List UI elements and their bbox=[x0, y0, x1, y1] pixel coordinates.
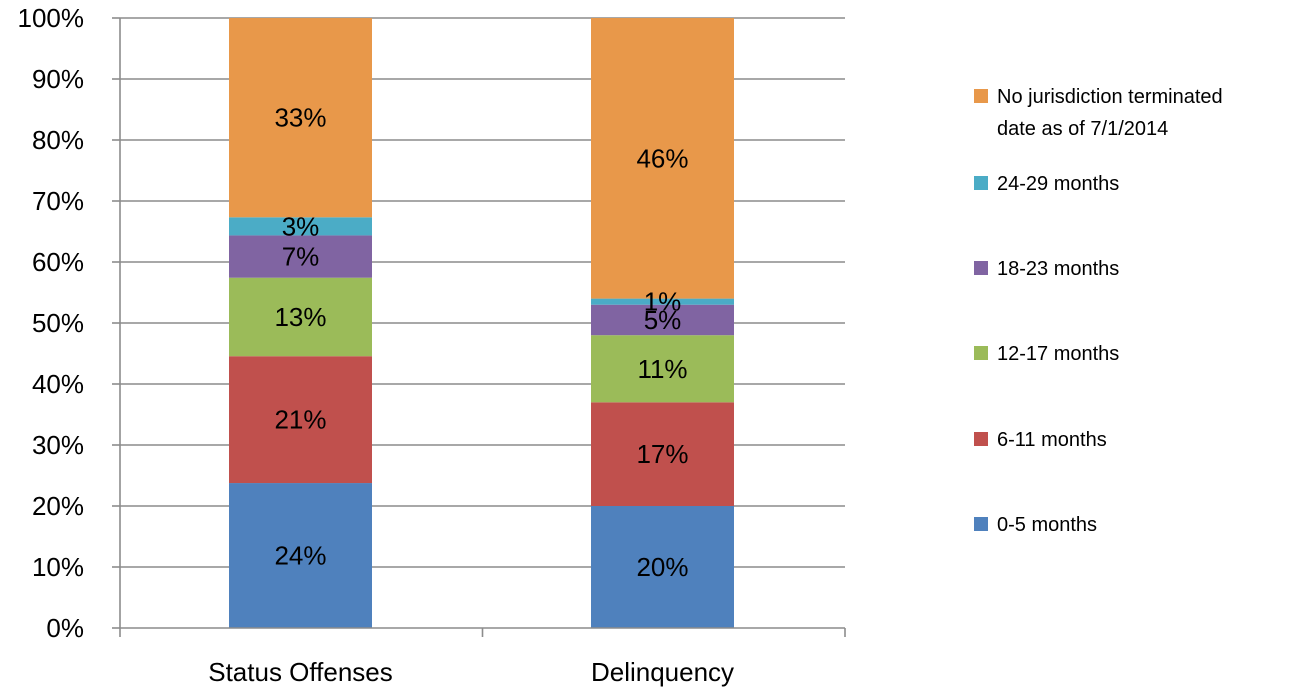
legend-label: 0-5 months bbox=[997, 514, 1097, 536]
bar-segment bbox=[229, 235, 372, 278]
bar-segment bbox=[591, 298, 734, 305]
data-label: 33% bbox=[274, 103, 326, 133]
legend-swatch bbox=[974, 176, 988, 190]
data-labels: 24% 21% 13% 7%3% 33% 20% 17% 11% 5%1% 46% bbox=[274, 103, 688, 582]
bar-segment bbox=[229, 217, 372, 236]
legend-swatch bbox=[974, 517, 988, 531]
y-tick-label: 10% bbox=[32, 552, 84, 582]
axes: 0% 10% 20% 30% 40% 50% 60% 70% 80% 90% 100% Status … bbox=[18, 3, 846, 687]
data-label: 20% bbox=[636, 552, 688, 582]
legend-swatch bbox=[974, 261, 988, 275]
legend-label: 24-29 months bbox=[997, 173, 1119, 195]
data-label: 21% bbox=[274, 405, 326, 435]
y-tick-label: 100% bbox=[18, 3, 85, 33]
legend-label: 12-17 months bbox=[997, 343, 1119, 365]
bar-segment bbox=[591, 402, 734, 506]
y-tick-label: 20% bbox=[32, 491, 84, 521]
y-tick-label: 50% bbox=[32, 308, 84, 338]
bar-segment bbox=[591, 304, 734, 336]
data-label: 5% bbox=[644, 305, 682, 335]
y-tick-label: 0% bbox=[46, 613, 84, 643]
legend-label: 6-11 months bbox=[997, 429, 1107, 451]
gridlines bbox=[120, 17, 845, 568]
bar-segment bbox=[229, 356, 372, 484]
legend-swatch bbox=[974, 432, 988, 446]
y-tick-label: 80% bbox=[32, 125, 84, 155]
y-tick-label: 30% bbox=[32, 430, 84, 460]
bar-segment bbox=[229, 277, 372, 357]
data-label: 11% bbox=[637, 354, 687, 384]
y-tick-label: 90% bbox=[32, 64, 84, 94]
data-label: 7% bbox=[282, 242, 320, 272]
data-label: 17% bbox=[636, 439, 688, 469]
legend-label: 18-23 months bbox=[997, 258, 1119, 280]
data-label: 1% bbox=[644, 287, 682, 317]
data-label: 46% bbox=[636, 143, 688, 173]
bar-segment bbox=[229, 483, 372, 628]
bar-segment bbox=[229, 18, 372, 218]
y-tick-label: 40% bbox=[32, 369, 84, 399]
legend-label: date as of 7/1/2014 bbox=[997, 118, 1168, 140]
data-label: 13% bbox=[274, 302, 326, 332]
y-tick-label: 70% bbox=[32, 186, 84, 216]
legend: No jurisdiction terminated date as of 7/1… bbox=[974, 86, 1223, 536]
y-tick-label: 60% bbox=[32, 247, 84, 277]
legend-label: No jurisdiction terminated bbox=[997, 86, 1223, 108]
bar-segment bbox=[591, 335, 734, 403]
x-tick-label: Delinquency bbox=[591, 657, 734, 687]
bar-segment bbox=[591, 18, 734, 299]
bar-segment bbox=[591, 506, 734, 628]
bars bbox=[229, 18, 734, 628]
legend-swatch bbox=[974, 346, 988, 360]
x-tick-label: Status Offenses bbox=[208, 657, 393, 687]
legend-swatch bbox=[974, 89, 988, 103]
data-label: 24% bbox=[274, 541, 326, 571]
data-label: 3% bbox=[282, 211, 320, 241]
